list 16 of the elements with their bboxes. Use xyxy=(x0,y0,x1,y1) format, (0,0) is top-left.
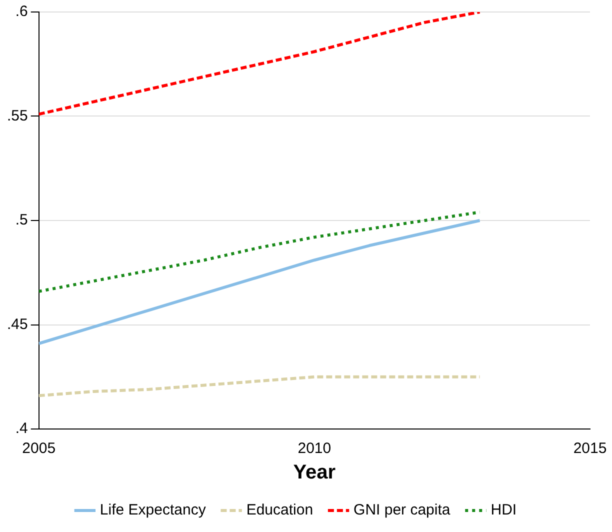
x-axis-title: Year xyxy=(293,462,336,484)
y-tick-label: .45 xyxy=(6,316,28,333)
y-tick-label: .5 xyxy=(15,212,28,229)
legend-label: Education xyxy=(246,502,314,519)
legend-label: GNI per capita xyxy=(354,502,451,519)
line-series xyxy=(38,12,482,116)
x-tick-label: 2015 xyxy=(573,440,607,458)
line-series xyxy=(38,375,482,398)
line-series xyxy=(38,210,482,293)
legend-label: HDI xyxy=(490,502,517,519)
x-tick-label: 2010 xyxy=(298,440,332,458)
y-tick-label: .6 xyxy=(15,3,28,20)
legend-label: Life Expectancy xyxy=(100,502,206,519)
y-tick-label: .55 xyxy=(6,107,28,124)
x-tick-label: 2005 xyxy=(22,440,56,458)
y-tick-label: .4 xyxy=(15,420,28,438)
